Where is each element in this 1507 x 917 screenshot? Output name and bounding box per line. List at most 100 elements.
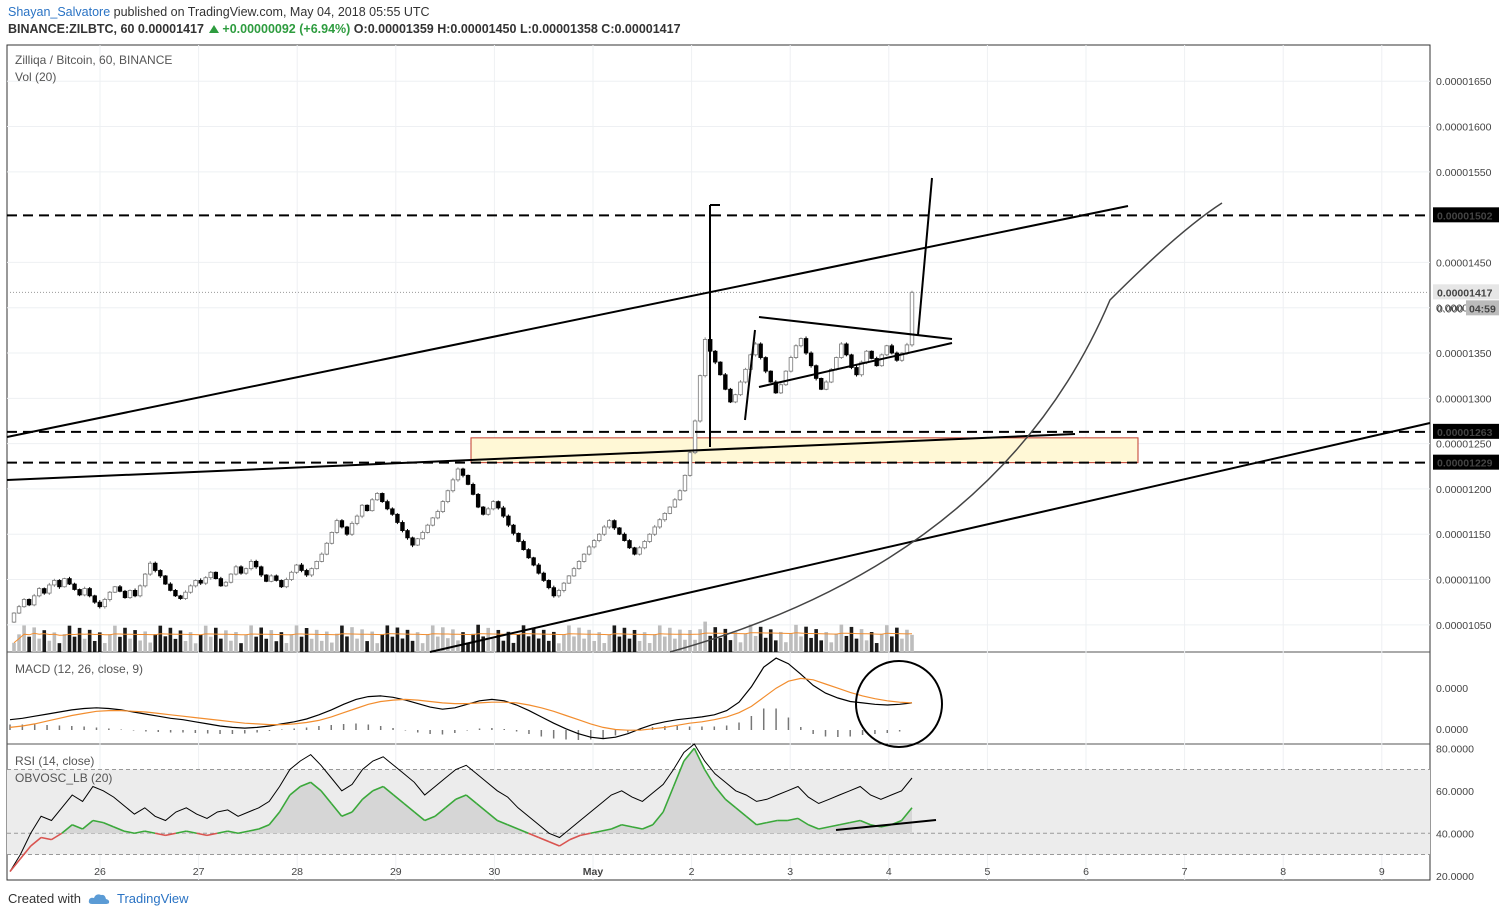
- obv-segment: [600, 828, 612, 832]
- candle-body: [248, 561, 254, 570]
- volume-bar: [758, 626, 763, 652]
- obv-segment: [186, 830, 197, 835]
- volume-bar: [441, 627, 445, 652]
- volume-bar: [647, 643, 652, 652]
- candle-body: [672, 499, 678, 508]
- volume-bar: [632, 629, 637, 652]
- volume-bar: [476, 624, 480, 652]
- volume-bar: [688, 630, 692, 652]
- candle-body: [496, 501, 501, 509]
- volume-bar: [597, 632, 602, 652]
- candle-body: [849, 354, 854, 368]
- obv-segment: [227, 830, 239, 835]
- volume-bar: [350, 627, 354, 652]
- volume-bar: [602, 643, 607, 652]
- volume-bar: [198, 634, 203, 652]
- volume-bar: [854, 638, 859, 652]
- candle-body: [783, 370, 789, 386]
- obv-segment: [745, 815, 757, 826]
- volume-bar: [304, 628, 309, 652]
- volume-bar: [844, 635, 849, 652]
- obv-segment: [165, 832, 177, 837]
- volume-bar: [708, 635, 713, 652]
- candle-body: [647, 533, 652, 542]
- price-tick-label: 0.00001150: [1436, 529, 1491, 541]
- volume-bar: [466, 642, 470, 652]
- candle-body: [803, 338, 809, 354]
- candle-body: [299, 564, 304, 571]
- candle-body: [581, 553, 587, 562]
- volume-bar: [82, 638, 87, 652]
- candle-body: [687, 452, 693, 476]
- volume-bar: [299, 636, 304, 652]
- volume-bar: [92, 640, 97, 652]
- candle-body: [445, 490, 451, 503]
- candle-body: [551, 587, 557, 597]
- volume-bar: [506, 631, 511, 652]
- candle-body: [319, 553, 324, 562]
- obv-segment: [828, 823, 840, 828]
- candle-body: [531, 557, 536, 566]
- volume-bar: [662, 636, 667, 652]
- candle-body: [329, 532, 335, 544]
- volume-bar: [244, 634, 248, 652]
- volume-bar: [890, 636, 894, 652]
- candle-body: [309, 568, 314, 576]
- volume-bar: [178, 630, 183, 652]
- candle-body: [21, 599, 27, 608]
- author-link[interactable]: Shayan_Salvatore: [8, 5, 111, 19]
- candle-body: [425, 524, 430, 533]
- candle-body: [37, 588, 42, 597]
- trend-line: [744, 329, 756, 421]
- volume-bar: [496, 629, 501, 652]
- trend-line: [758, 342, 953, 388]
- candle-body: [818, 377, 824, 390]
- tradingview-link[interactable]: TradingView: [116, 891, 189, 906]
- volume-bar: [557, 643, 561, 652]
- price-change: +0.00000092 (+6.94%): [222, 22, 351, 36]
- candle-body: [450, 479, 456, 492]
- volume-bar: [481, 636, 485, 652]
- volume-bar: [17, 634, 21, 652]
- candle-body: [62, 578, 67, 588]
- candle-body: [400, 522, 405, 532]
- candle-body: [208, 571, 213, 579]
- last-price-label: 0.00001417: [1437, 287, 1493, 299]
- obv-segment: [672, 760, 685, 787]
- candle-body: [612, 520, 617, 529]
- volume-bar: [335, 633, 339, 652]
- volume-bar: [668, 627, 672, 652]
- volume-bar: [728, 640, 733, 652]
- obv-segment: [859, 819, 871, 826]
- close-value: 0.00001417: [614, 22, 681, 36]
- volume-bar: [910, 634, 914, 652]
- obv-segment: [9, 858, 21, 873]
- footer: Created with TradingView: [8, 891, 189, 906]
- candle-body: [31, 595, 37, 606]
- key-level-label: 0.00001502: [1437, 210, 1493, 222]
- volume-bar: [385, 625, 390, 652]
- candle-body: [97, 601, 102, 608]
- obv-segment: [703, 769, 716, 787]
- price-tick-label: 0.00001450: [1436, 257, 1492, 269]
- volume-bar: [516, 634, 521, 652]
- candle-body: [364, 504, 370, 512]
- volume-bar: [400, 638, 405, 652]
- candle-body: [415, 538, 420, 546]
- candle-body: [632, 547, 637, 555]
- volume-bar: [254, 636, 258, 652]
- obv-segment: [113, 826, 125, 832]
- price-tick-label: 0.00001650: [1436, 76, 1492, 88]
- volume-bar: [264, 638, 269, 652]
- candle-body: [289, 571, 294, 580]
- volume-bar: [57, 643, 62, 652]
- obv-segment: [683, 747, 695, 762]
- volume-bar: [143, 631, 147, 652]
- candle-body: [758, 343, 763, 358]
- obv-segment: [144, 830, 156, 835]
- volume-bar: [582, 638, 586, 652]
- candle-body: [82, 588, 87, 596]
- volume-bar: [779, 631, 783, 652]
- candle-body: [763, 357, 768, 372]
